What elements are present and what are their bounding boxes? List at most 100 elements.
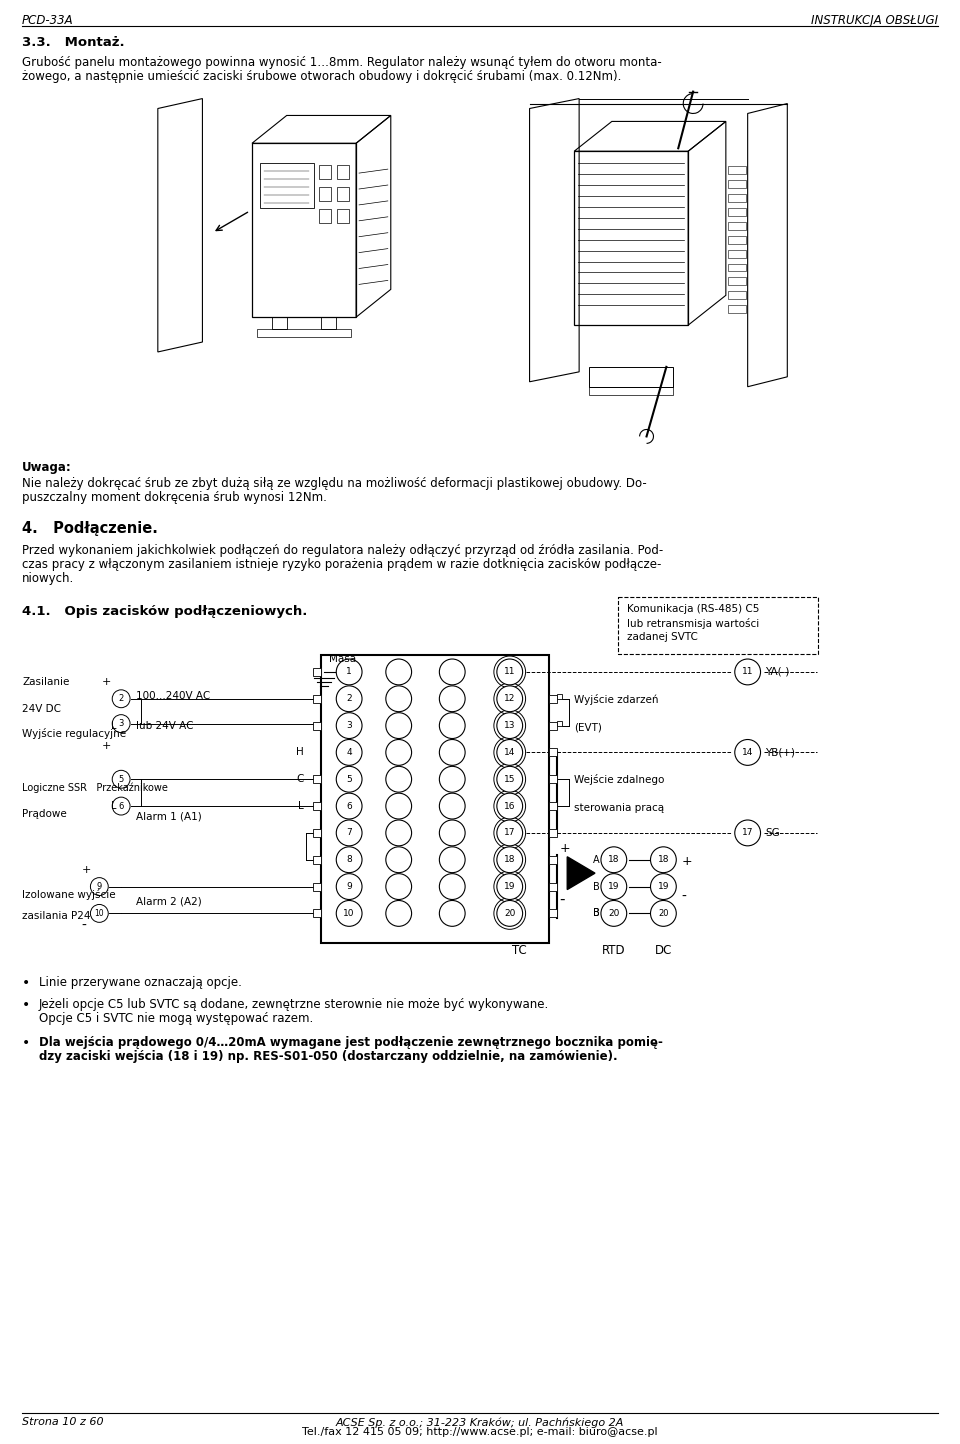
Text: sterowania pracą: sterowania pracą — [574, 803, 664, 813]
Bar — [314, 829, 322, 838]
Text: SG: SG — [765, 827, 780, 838]
Text: Wejście zdalnego: Wejście zdalnego — [574, 774, 664, 786]
Text: ACSE Sp. z o.o.; 31-223 Kraków; ul. Pachńskiego 2A: ACSE Sp. z o.o.; 31-223 Kraków; ul. Pach… — [336, 1417, 624, 1428]
Text: Nie należy dokręcać śrub ze zbyt dużą siłą ze względu na możliwość deformacji pl: Nie należy dokręcać śrub ze zbyt dużą si… — [22, 477, 647, 490]
Text: 3: 3 — [347, 721, 352, 731]
Circle shape — [336, 874, 362, 900]
Text: 100...240V AC: 100...240V AC — [136, 690, 210, 700]
Text: RTD: RTD — [602, 944, 626, 957]
Text: C: C — [297, 774, 303, 784]
Text: 1: 1 — [347, 667, 352, 676]
Bar — [728, 277, 746, 286]
Circle shape — [336, 820, 362, 846]
Circle shape — [440, 846, 466, 872]
Text: YA(-): YA(-) — [765, 667, 790, 677]
Text: DC: DC — [655, 944, 672, 957]
Text: 15: 15 — [504, 775, 516, 784]
Bar — [549, 856, 558, 864]
Circle shape — [601, 874, 627, 900]
Circle shape — [497, 793, 522, 819]
Circle shape — [497, 658, 522, 684]
Text: 8: 8 — [347, 855, 352, 865]
Text: +: + — [102, 741, 110, 751]
Circle shape — [336, 658, 362, 684]
Text: 16: 16 — [504, 801, 516, 810]
Circle shape — [440, 658, 466, 684]
Text: TC: TC — [513, 944, 527, 957]
Bar — [322, 656, 549, 943]
Circle shape — [440, 901, 466, 926]
Text: Tel./fax 12 415 05 09; http://www.acse.pl; e-mail: biuro@acse.pl: Tel./fax 12 415 05 09; http://www.acse.p… — [302, 1427, 658, 1437]
Circle shape — [90, 878, 108, 895]
Circle shape — [386, 658, 412, 684]
Text: Wyjście zdarzeń: Wyjście zdarzeń — [574, 693, 659, 705]
Circle shape — [336, 713, 362, 738]
Circle shape — [497, 846, 522, 872]
Bar — [322, 318, 336, 329]
Circle shape — [336, 739, 362, 765]
Text: +: + — [682, 855, 692, 868]
Bar — [728, 180, 746, 188]
Text: •: • — [22, 998, 31, 1012]
Text: dzy zaciski wejścia (18 i 19) np. RES-S01-050 (dostarczany oddzielnie, na zamówi: dzy zaciski wejścia (18 i 19) np. RES-S0… — [38, 1050, 617, 1063]
Bar — [549, 829, 558, 838]
Text: 18: 18 — [504, 855, 516, 865]
Text: A: A — [592, 855, 599, 865]
Text: 14: 14 — [742, 748, 754, 757]
Circle shape — [734, 739, 760, 765]
Text: 13: 13 — [504, 721, 516, 731]
Text: 10: 10 — [94, 908, 104, 918]
Text: lub 24V AC: lub 24V AC — [136, 721, 194, 731]
Bar — [558, 693, 563, 699]
Text: Alarm 1 (A1): Alarm 1 (A1) — [136, 812, 202, 822]
Text: INSTRUKCJA OBSŁUGI: INSTRUKCJA OBSŁUGI — [811, 14, 938, 27]
Text: 14: 14 — [504, 748, 516, 757]
Text: B: B — [592, 882, 599, 891]
Bar — [728, 166, 746, 175]
Text: 24V DC: 24V DC — [22, 703, 61, 713]
Bar — [314, 669, 322, 676]
Bar — [337, 165, 349, 179]
Text: 2: 2 — [347, 695, 352, 703]
Text: Zasilanie: Zasilanie — [22, 677, 69, 687]
Text: Jeżeli opcje C5 lub SVTC są dodane, zewnętrzne sterownie nie może być wykonywane: Jeżeli opcje C5 lub SVTC są dodane, zewn… — [38, 998, 549, 1011]
Circle shape — [336, 846, 362, 872]
Text: (EVT): (EVT) — [574, 722, 602, 732]
Text: 5: 5 — [347, 775, 352, 784]
Text: Logiczne SSR   Przekaźnikowe: Logiczne SSR Przekaźnikowe — [22, 783, 168, 793]
Circle shape — [90, 904, 108, 923]
Text: 17: 17 — [742, 829, 754, 838]
Text: L: L — [111, 721, 117, 731]
Text: zadanej SVTC: zadanej SVTC — [627, 632, 698, 643]
Bar — [320, 165, 331, 179]
Circle shape — [112, 690, 130, 708]
Text: zasilania P24: zasilania P24 — [22, 911, 90, 921]
Bar — [314, 722, 322, 729]
Circle shape — [497, 820, 522, 846]
Bar — [549, 775, 558, 783]
Text: 20: 20 — [659, 908, 669, 918]
Text: 7: 7 — [347, 829, 352, 838]
Circle shape — [440, 739, 466, 765]
Circle shape — [497, 739, 522, 765]
Text: 4: 4 — [347, 748, 352, 757]
Circle shape — [112, 770, 130, 788]
Circle shape — [440, 820, 466, 846]
Text: puszczalny moment dokręcenia śrub wynosi 12Nm.: puszczalny moment dokręcenia śrub wynosi… — [22, 491, 327, 504]
Circle shape — [386, 901, 412, 926]
Bar — [558, 721, 563, 725]
Bar — [320, 188, 331, 201]
Circle shape — [497, 874, 522, 900]
Text: czas pracy z włączonym zasilaniem istnieje ryzyko porażenia prądem w razie dotkn: czas pracy z włączonym zasilaniem istnie… — [22, 557, 661, 570]
Circle shape — [386, 739, 412, 765]
Bar — [574, 152, 688, 325]
Bar — [257, 329, 351, 336]
Bar — [252, 143, 356, 318]
Text: żowego, a następnie umieścić zaciski śrubowe otworach obudowy i dokręcić śrubami: żowego, a następnie umieścić zaciski śru… — [22, 69, 621, 82]
Text: Linie przerywane oznaczają opcje.: Linie przerywane oznaczają opcje. — [38, 976, 242, 989]
Circle shape — [386, 686, 412, 712]
Text: +: + — [102, 677, 110, 687]
Text: Masa: Masa — [328, 654, 356, 664]
Text: 6: 6 — [118, 801, 124, 810]
Text: 9: 9 — [347, 882, 352, 891]
